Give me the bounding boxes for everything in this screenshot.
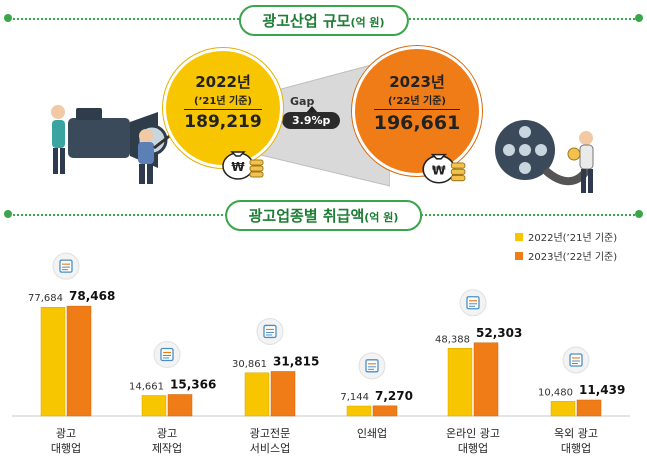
legend-item-2022: 2022년(’21년 기준) bbox=[515, 229, 617, 244]
circle-2022-value: 189,219 bbox=[184, 109, 262, 132]
data-label-2022: 14,661 bbox=[129, 381, 164, 392]
legend-label: 2022년(’21년 기준) bbox=[528, 233, 618, 244]
circle-2023: 2023년 (’22년 기준) 196,661 bbox=[352, 46, 482, 176]
category-label: 인쇄업 bbox=[357, 427, 387, 440]
bar-2023 bbox=[167, 394, 193, 417]
bar-2023 bbox=[473, 342, 499, 417]
data-label-2022: 30,861 bbox=[232, 359, 267, 370]
bar-2022 bbox=[141, 395, 167, 417]
legend-label: 2023년(’22년 기준) bbox=[528, 252, 618, 263]
category-label: 옥외 광고 bbox=[554, 427, 598, 440]
divider-dot-left bbox=[4, 210, 12, 218]
data-label-2023: 15,366 bbox=[170, 377, 216, 391]
category-label: 대행업 bbox=[561, 442, 591, 455]
data-label-2023: 7,270 bbox=[375, 389, 413, 403]
worker-illustration bbox=[138, 129, 173, 184]
bar-2022 bbox=[346, 405, 372, 417]
divider-dot-left bbox=[4, 14, 12, 22]
printer-icon bbox=[358, 352, 386, 380]
category-label: 서비스업 bbox=[250, 442, 290, 455]
divider-dot-right bbox=[635, 210, 643, 218]
bar-2022 bbox=[447, 348, 473, 417]
title-unit: (억 원) bbox=[364, 211, 399, 224]
data-label-2022: 7,144 bbox=[340, 392, 369, 403]
gap-label: Gap bbox=[290, 95, 315, 108]
circle-2022-sub: (’21년 기준) bbox=[194, 96, 252, 107]
won-moneybag-icon: ₩ bbox=[422, 153, 466, 184]
circle-2022-year: 2022년 bbox=[195, 73, 251, 91]
billboard-icon bbox=[562, 346, 590, 374]
category-label: 대행업 bbox=[458, 442, 488, 455]
title-text: 광고업종별 취급액 bbox=[248, 207, 365, 225]
circle-2022: 2022년 (’21년 기준) 189,219 bbox=[163, 48, 283, 168]
bar-2022 bbox=[244, 372, 270, 417]
title-text: 광고산업 규모 bbox=[262, 12, 351, 30]
legend-swatch bbox=[515, 251, 523, 260]
circle-2023-value: 196,661 bbox=[373, 109, 461, 134]
svg-text:₩: ₩ bbox=[231, 160, 245, 174]
section-title-by-sector: 광고업종별 취급액(억 원) bbox=[224, 200, 423, 231]
bar-2022 bbox=[550, 401, 576, 417]
circle-2023-year: 2023년 bbox=[389, 73, 445, 91]
data-label-2023: 78,468 bbox=[69, 289, 115, 303]
won-moneybag-icon: ₩ bbox=[222, 151, 264, 180]
category-label: 광고 bbox=[56, 427, 76, 440]
category-label: 광고 bbox=[157, 427, 177, 440]
bar-2023 bbox=[576, 399, 602, 417]
category-label: 제작업 bbox=[152, 442, 182, 455]
svg-text:₩: ₩ bbox=[432, 162, 446, 177]
data-label-2023: 52,303 bbox=[476, 326, 522, 340]
megaphone-icon bbox=[153, 340, 181, 368]
monitor-icon bbox=[256, 317, 284, 345]
legend-swatch bbox=[515, 232, 523, 241]
section-title-industry-size: 광고산업 규모(억 원) bbox=[238, 5, 409, 36]
title-unit: (억 원) bbox=[350, 16, 385, 29]
gap-value-badge: 3.9%p bbox=[282, 112, 341, 129]
data-label-2022: 77,684 bbox=[28, 293, 63, 304]
bar-2023 bbox=[66, 305, 92, 417]
legend-item-2023: 2023년(’22년 기준) bbox=[515, 248, 617, 263]
bar-2023 bbox=[270, 371, 296, 417]
data-label-2022: 10,480 bbox=[538, 387, 573, 398]
data-label-2023: 31,815 bbox=[273, 354, 319, 368]
data-label-2023: 11,439 bbox=[579, 383, 625, 397]
film-reel-illustration bbox=[495, 120, 594, 193]
category-label: 대행업 bbox=[51, 442, 81, 455]
category-label: 광고전문 bbox=[250, 427, 290, 440]
bar-2023 bbox=[372, 405, 398, 417]
document-icon bbox=[52, 252, 80, 280]
bar-2022 bbox=[40, 306, 66, 417]
circle-2023-sub: (’22년 기준) bbox=[388, 96, 446, 107]
browser-icon bbox=[459, 289, 487, 317]
category-label: 온라인 광고 bbox=[446, 427, 500, 440]
divider-dot-right bbox=[635, 14, 643, 22]
data-label-2022: 48,388 bbox=[435, 334, 470, 345]
